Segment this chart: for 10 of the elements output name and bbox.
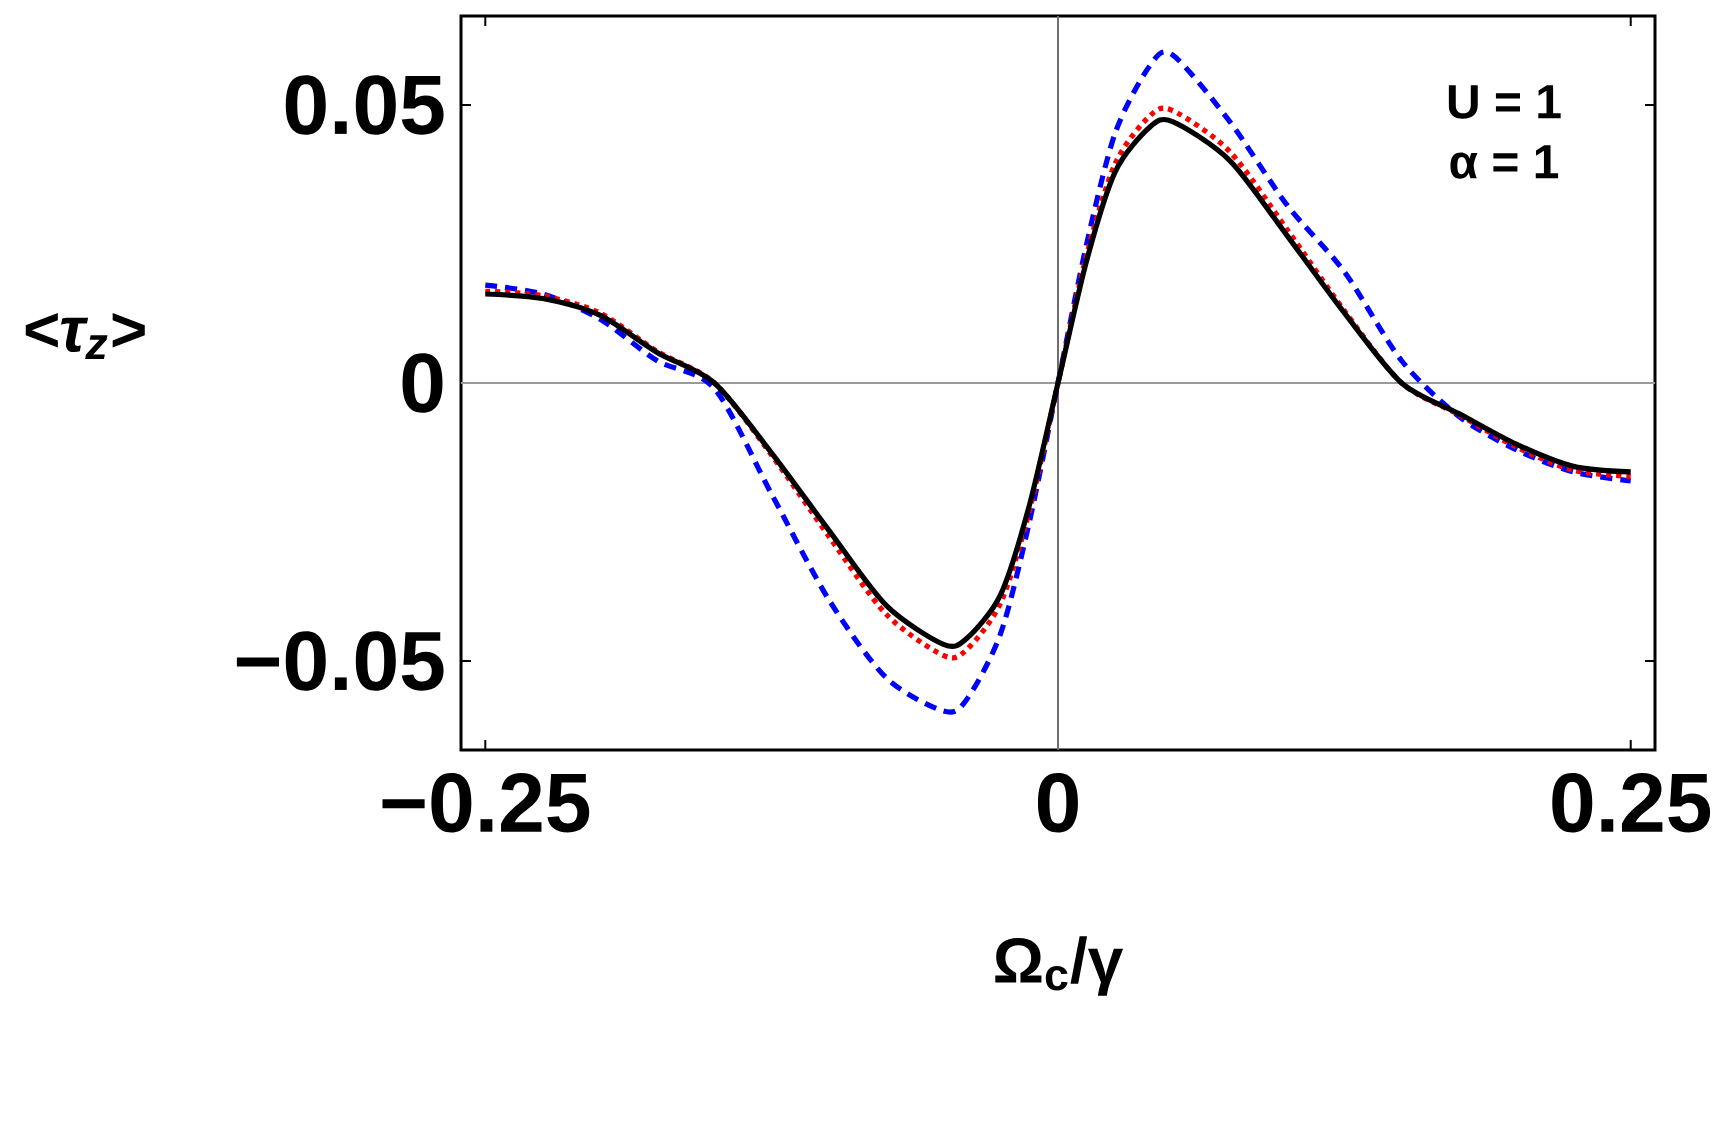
x-axis-title: Ω$_{c}$/γ: [995, 936, 1124, 996]
x-tick-label: 0.25: [1552, 773, 1711, 833]
y-axis-title: <τ$_{z}$>: [25, 313, 145, 359]
y-tick-label: 0: [402, 353, 443, 413]
y-tick-label: 0.05: [285, 75, 444, 135]
x-tick-label: 0: [1037, 773, 1078, 833]
annotation: U = 1: [1448, 85, 1561, 119]
x-tick-label: −0.25: [382, 773, 590, 833]
annotation: α = 1: [1450, 145, 1559, 179]
y-tick-label: −0.05: [236, 631, 444, 691]
